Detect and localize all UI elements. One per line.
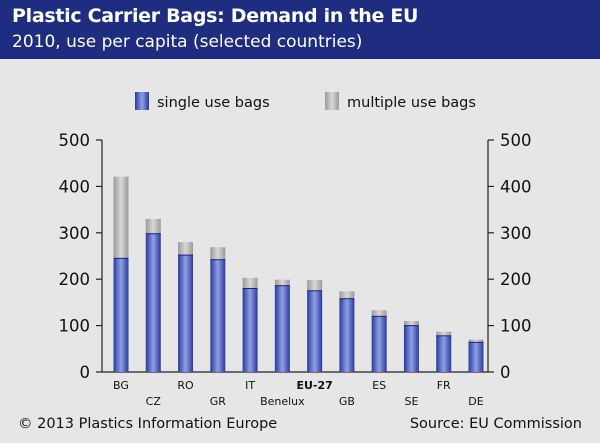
y-tick-label-right: 200 — [500, 270, 532, 289]
bar-multiple-use — [274, 279, 290, 286]
bar-single-use — [307, 290, 323, 372]
bar-multiple-use — [307, 280, 323, 291]
source-text: Source: EU Commission — [409, 416, 582, 432]
legend: single use bags multiple use bags — [135, 92, 476, 111]
x-category-label: GB — [339, 395, 355, 408]
bar-multiple-use — [371, 310, 387, 317]
bar-multiple-use — [210, 247, 226, 260]
x-category-label: GR — [210, 395, 227, 408]
bar-single-use — [113, 258, 129, 372]
copyright-text: © 2013 Plastics Information Europe — [18, 416, 278, 432]
x-category-label: IT — [245, 379, 255, 392]
y-tick-label-right: 400 — [500, 177, 532, 196]
bars — [113, 176, 484, 372]
x-category-label: CZ — [146, 395, 162, 408]
y-tick-label-left: 300 — [59, 224, 91, 243]
bar-single-use — [178, 255, 194, 372]
x-category-label: SE — [404, 395, 418, 408]
y-tick-label-right: 100 — [500, 317, 532, 336]
bar-chart: single use bags multiple use bags 0 0 100 10… — [59, 92, 532, 408]
bar-single-use — [468, 342, 484, 372]
y-tick-label-right: 300 — [500, 224, 532, 243]
chart-subtitle: 2010, use per capita (selected countries… — [12, 32, 363, 52]
bar-multiple-use — [403, 320, 419, 326]
x-category-label: DE — [468, 395, 483, 408]
bar-single-use — [210, 259, 226, 372]
x-category-label: Benelux — [260, 395, 305, 408]
bar-single-use — [274, 285, 290, 372]
legend-swatch-single — [135, 92, 149, 110]
bar-single-use — [242, 288, 258, 372]
bar-multiple-use — [339, 291, 355, 299]
bar-multiple-use — [468, 339, 484, 343]
legend-label-multiple: multiple use bags — [347, 95, 476, 111]
x-category-label: EU-27 — [296, 379, 332, 392]
y-tick-label-right: 500 — [500, 131, 532, 150]
x-category-label: FR — [437, 379, 451, 392]
y-tick-label-left: 500 — [59, 131, 91, 150]
y-tick-label-left: 200 — [59, 270, 91, 289]
legend-swatch-multiple — [325, 92, 339, 110]
x-category-label: BG — [113, 379, 129, 392]
y-tick-label-right: 0 — [500, 363, 511, 382]
bar-multiple-use — [113, 176, 129, 259]
bar-multiple-use — [178, 242, 194, 256]
axes: 0 0 100 100 200 200 300 300 400 400 500 500 — [59, 131, 532, 382]
chart-title: Plastic Carrier Bags: Demand in the EU — [12, 5, 419, 27]
bar-multiple-use — [436, 331, 452, 336]
legend-label-single: single use bags — [157, 95, 270, 111]
bar-single-use — [403, 325, 419, 372]
x-axis-labels: BG CZ RO GR IT Benelux EU-27 GB ES SE FR DE — [113, 379, 484, 408]
chart-header: Plastic Carrier Bags: Demand in the EU 2… — [0, 0, 600, 59]
bar-single-use — [145, 233, 161, 372]
bar-single-use — [436, 335, 452, 372]
x-category-label: ES — [372, 379, 386, 392]
y-tick-label-left: 400 — [59, 177, 91, 196]
bar-single-use — [371, 316, 387, 372]
y-tick-label-left: 100 — [59, 317, 91, 336]
bar-single-use — [339, 298, 355, 372]
y-tick-label-left: 0 — [80, 363, 91, 382]
bar-multiple-use — [145, 218, 161, 234]
bar-multiple-use — [242, 277, 258, 289]
x-category-label: RO — [177, 379, 194, 392]
